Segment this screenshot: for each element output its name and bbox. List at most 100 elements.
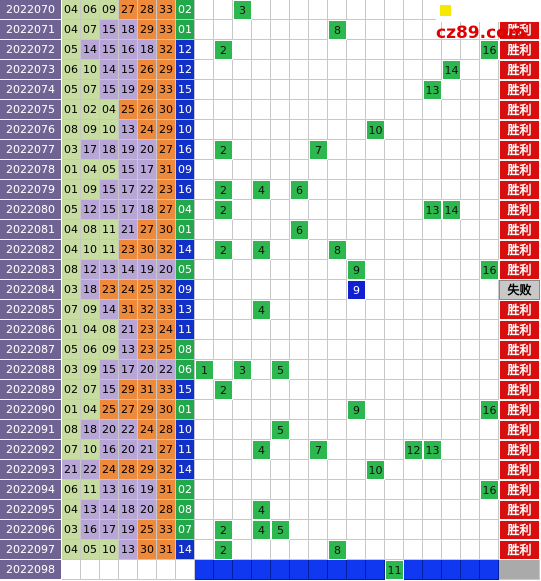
result: 胜利 bbox=[499, 300, 540, 320]
grid-cell bbox=[290, 340, 309, 360]
red-number: 04 bbox=[81, 320, 100, 340]
grid-cell bbox=[233, 340, 252, 360]
mark: 2 bbox=[214, 200, 233, 220]
red-number: 01 bbox=[62, 100, 81, 120]
grid-cell bbox=[404, 480, 423, 500]
grid-cell bbox=[461, 500, 480, 520]
red-number: 29 bbox=[138, 460, 157, 480]
grid-cell bbox=[328, 440, 347, 460]
grid-cell bbox=[461, 80, 480, 100]
grid-cell bbox=[347, 500, 366, 520]
grid-cell bbox=[252, 60, 271, 80]
red-number: 33 bbox=[157, 20, 176, 40]
grid-cell bbox=[290, 20, 309, 40]
red-number: 20 bbox=[138, 500, 157, 520]
grid-cell bbox=[290, 440, 309, 460]
grid-cell bbox=[423, 500, 442, 520]
grid-cell bbox=[480, 440, 499, 460]
red-number: 20 bbox=[100, 420, 119, 440]
mark: 12 bbox=[404, 440, 423, 460]
red-number: 07 bbox=[81, 380, 100, 400]
grid-cell bbox=[347, 560, 366, 580]
grid-cell bbox=[480, 500, 499, 520]
grid-cell bbox=[290, 280, 309, 300]
red-number: 14 bbox=[81, 40, 100, 60]
grid-cell bbox=[328, 160, 347, 180]
grid-cell bbox=[423, 40, 442, 60]
blue-number: 01 bbox=[176, 400, 195, 420]
grid-cell bbox=[195, 520, 214, 540]
empty bbox=[138, 560, 157, 580]
grid-cell bbox=[480, 520, 499, 540]
grid-cell bbox=[347, 460, 366, 480]
red-number: 27 bbox=[119, 0, 138, 20]
grid-cell bbox=[404, 180, 423, 200]
issue: 2022092 bbox=[0, 440, 62, 460]
red-number: 12 bbox=[81, 200, 100, 220]
grid-cell bbox=[385, 460, 404, 480]
grid-cell bbox=[423, 420, 442, 440]
grid-cell bbox=[442, 420, 461, 440]
grid-cell bbox=[461, 340, 480, 360]
grid-cell bbox=[252, 320, 271, 340]
red-number: 21 bbox=[119, 220, 138, 240]
blue-number: 14 bbox=[176, 240, 195, 260]
grid-cell bbox=[423, 360, 442, 380]
grid-cell bbox=[233, 240, 252, 260]
grid-cell bbox=[442, 340, 461, 360]
red-number: 06 bbox=[81, 340, 100, 360]
red-number: 15 bbox=[100, 180, 119, 200]
grid-cell bbox=[233, 100, 252, 120]
grid-cell bbox=[195, 280, 214, 300]
grid-cell bbox=[271, 120, 290, 140]
red-number: 14 bbox=[100, 300, 119, 320]
grid-cell bbox=[385, 280, 404, 300]
red-number: 18 bbox=[81, 280, 100, 300]
grid-cell bbox=[252, 380, 271, 400]
grid-cell bbox=[290, 140, 309, 160]
grid-cell bbox=[423, 220, 442, 240]
result: 胜利 bbox=[499, 400, 540, 420]
red-number: 23 bbox=[119, 240, 138, 260]
blue-number: 01 bbox=[176, 220, 195, 240]
grid-cell bbox=[252, 160, 271, 180]
result: 胜利 bbox=[499, 240, 540, 260]
grid-cell bbox=[423, 280, 442, 300]
red-number: 31 bbox=[138, 380, 157, 400]
grid-cell bbox=[404, 500, 423, 520]
grid-cell bbox=[480, 240, 499, 260]
grid-cell bbox=[366, 20, 385, 40]
issue: 2022097 bbox=[0, 540, 62, 560]
blue-number: 13 bbox=[176, 300, 195, 320]
red-number: 17 bbox=[138, 160, 157, 180]
grid-cell bbox=[480, 340, 499, 360]
grid-cell bbox=[385, 20, 404, 40]
grid-cell bbox=[195, 440, 214, 460]
grid-cell bbox=[442, 360, 461, 380]
grid-cell bbox=[233, 540, 252, 560]
grid-cell bbox=[442, 500, 461, 520]
grid-cell bbox=[290, 60, 309, 80]
grid-cell bbox=[233, 280, 252, 300]
grid-cell bbox=[366, 540, 385, 560]
grid-cell bbox=[328, 200, 347, 220]
grid-cell bbox=[404, 520, 423, 540]
grid-cell bbox=[328, 80, 347, 100]
red-number: 18 bbox=[100, 140, 119, 160]
red-number: 15 bbox=[119, 60, 138, 80]
result-empty bbox=[499, 560, 540, 580]
blue-number: 15 bbox=[176, 380, 195, 400]
grid-cell bbox=[290, 420, 309, 440]
red-number: 17 bbox=[100, 520, 119, 540]
grid-cell bbox=[328, 360, 347, 380]
grid-cell bbox=[385, 120, 404, 140]
grid-cell bbox=[271, 320, 290, 340]
red-number: 14 bbox=[119, 260, 138, 280]
grid-cell bbox=[309, 360, 328, 380]
red-number: 25 bbox=[138, 280, 157, 300]
grid-cell bbox=[347, 200, 366, 220]
red-number: 13 bbox=[119, 120, 138, 140]
red-number: 31 bbox=[157, 540, 176, 560]
grid-cell bbox=[309, 200, 328, 220]
grid-cell bbox=[309, 560, 328, 580]
